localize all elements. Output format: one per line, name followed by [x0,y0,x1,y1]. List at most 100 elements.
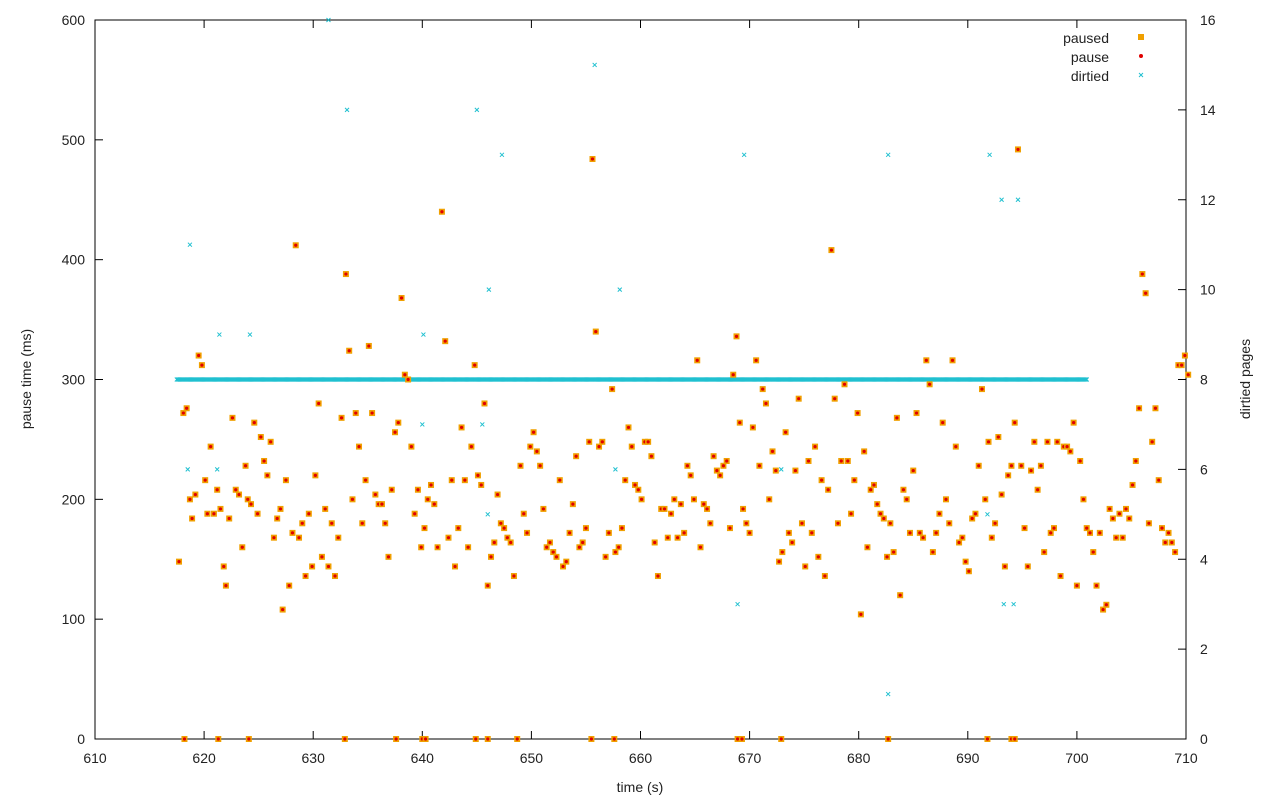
paused-point [229,414,236,421]
paused-point [664,534,671,541]
paused-point [501,525,508,532]
paused-point [1021,525,1028,532]
dirtied-point [999,197,1004,203]
paused-point [1093,582,1100,589]
y2-tick-label: 14 [1200,102,1216,118]
paused-point [1172,549,1179,556]
paused-zero-point [181,736,188,742]
paused-point [362,477,369,484]
paused-point [279,606,286,613]
y-tick-label: 600 [62,12,86,28]
paused-point [282,477,289,484]
legend-marker-dirtied [1138,72,1144,78]
paused-point [332,573,339,580]
paused-point [411,510,418,517]
paused-point [635,486,642,493]
paused-point [573,453,580,460]
paused-point [392,429,399,436]
paused-zero-point [778,736,785,742]
x-tick-label: 630 [302,750,326,766]
paused-point [632,481,639,488]
x-tick-label: 710 [1174,750,1198,766]
paused-point [949,357,956,364]
paused-point [589,156,596,163]
paused-point [936,510,943,517]
paused-point [264,472,271,479]
paused-point [1122,505,1129,512]
dirtied-point [187,242,193,248]
paused-point [1126,515,1133,522]
paused-point [349,496,356,503]
paused-point [972,510,979,517]
paused-point [431,501,438,508]
paused-point [1014,146,1021,153]
paused-point [615,544,622,551]
paused-point [305,510,312,517]
paused-point [261,457,268,464]
paused-point [452,563,459,570]
paused-point [207,443,214,450]
dirtied-point [344,107,350,113]
dirtied-point [326,17,331,23]
paused-point [204,510,211,517]
paused-point [772,467,779,474]
paused-point [274,515,281,522]
paused-point [893,414,900,421]
paused-point [1106,505,1113,512]
paused-point [579,539,586,546]
paused-point [844,457,851,464]
paused-point [286,582,293,589]
paused-point [1139,271,1146,278]
x-tick-label: 700 [1065,750,1089,766]
paused-point [382,520,389,527]
paused-point [743,520,750,527]
paused-point [638,496,645,503]
paused-point [1057,573,1064,580]
paused-point [421,525,428,532]
paused-point [442,338,449,345]
paused-zero-point [738,736,745,742]
paused-point [270,534,277,541]
y2-tick-label: 10 [1200,282,1216,298]
dirtied-point [778,467,784,472]
paused-point [602,553,609,560]
dirtied-point [1084,377,1090,382]
paused-point [776,558,783,565]
y-tick-label: 100 [62,611,86,627]
paused-point [704,505,711,512]
paused-point [556,477,563,484]
paused-point [884,553,891,560]
paused-point [959,534,966,541]
paused-point [202,477,209,484]
paused-zero-point [588,736,595,742]
x-tick-label: 640 [411,750,435,766]
paused-point [1178,362,1185,369]
paused-point [576,544,583,551]
paused-point [592,328,599,335]
legend-marker-paused [1138,34,1144,40]
paused-point [1083,525,1090,532]
paused-point [857,611,864,618]
paused-point [648,453,655,460]
paused-point [965,568,972,575]
dirtied-point [1015,197,1021,203]
paused-point [302,573,309,580]
paused-point [244,496,251,503]
paused-zero-point [215,736,222,742]
paused-point [808,529,815,536]
paused-point [1028,467,1035,474]
paused-point [946,520,953,527]
paused-point [214,486,221,493]
paused-point [877,510,884,517]
paused-point [1044,438,1051,445]
paused-zero-point [245,736,252,742]
dirtied-point [885,691,891,697]
paused-point [1168,539,1175,546]
paused-point [524,529,531,536]
paused-point [962,558,969,565]
paused-point [612,549,619,556]
paused-point [309,563,316,570]
paused-point [192,491,199,498]
paused-point [322,505,329,512]
x-axis-ticks: 610 620 630 640 650 660 670 680 690 700 710 [83,20,1198,766]
